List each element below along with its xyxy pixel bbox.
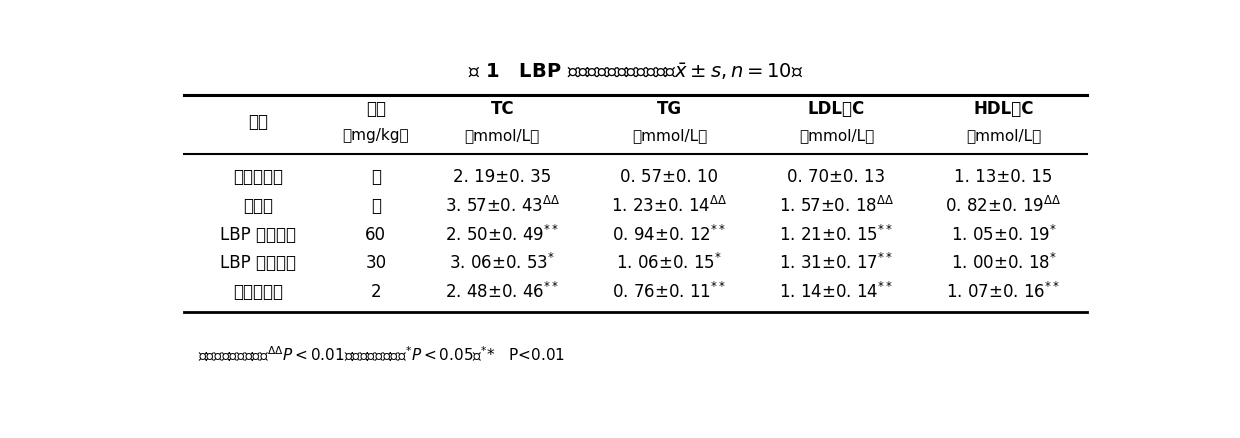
Text: －: － xyxy=(371,197,381,215)
Text: TC: TC xyxy=(491,100,515,118)
Text: 1. 14±0. 14$^{**}$: 1. 14±0. 14$^{**}$ xyxy=(780,282,894,302)
Text: 30: 30 xyxy=(366,254,387,272)
Text: 1. 13±0. 15: 1. 13±0. 15 xyxy=(955,168,1053,186)
Text: HDL－C: HDL－C xyxy=(973,100,1034,118)
Text: 注：与空白组比较：$^{\Delta\Delta}P<0.01$；与模型组比较：$^{*}P<0.05$，$^{*}$*   P<0.01: 注：与空白组比较：$^{\Delta\Delta}P<0.01$；与模型组比较：… xyxy=(198,345,565,364)
Text: 2. 50±0. 49$^{**}$: 2. 50±0. 49$^{**}$ xyxy=(445,225,559,245)
Text: （mmol/L）: （mmol/L） xyxy=(631,128,707,143)
Text: 2: 2 xyxy=(371,283,381,301)
Text: 3. 57±0. 43$^{\Delta\Delta}$: 3. 57±0. 43$^{\Delta\Delta}$ xyxy=(445,196,560,216)
Text: 表 1   LBP 对大鼠血脂水平的影响（$\bar{x}\pm s,n=10$）: 表 1 LBP 对大鼠血脂水平的影响（$\bar{x}\pm s,n=10$） xyxy=(467,60,804,81)
Text: 0. 70±0. 13: 0. 70±0. 13 xyxy=(787,168,885,186)
Text: 阳性对照组: 阳性对照组 xyxy=(233,283,284,301)
Text: 2. 48±0. 46$^{**}$: 2. 48±0. 46$^{**}$ xyxy=(445,282,559,302)
Text: LBP 低剂量组: LBP 低剂量组 xyxy=(221,254,296,272)
Text: 1. 00±0. 18$^{*}$: 1. 00±0. 18$^{*}$ xyxy=(951,253,1056,273)
Text: 剂量: 剂量 xyxy=(366,100,386,118)
Text: 模型组: 模型组 xyxy=(243,197,273,215)
Text: 0. 82±0. 19$^{\Delta\Delta}$: 0. 82±0. 19$^{\Delta\Delta}$ xyxy=(945,196,1061,216)
Text: 1. 31±0. 17$^{**}$: 1. 31±0. 17$^{**}$ xyxy=(780,253,894,273)
Text: 0. 76±0. 11$^{**}$: 0. 76±0. 11$^{**}$ xyxy=(613,282,727,302)
Text: 1. 21±0. 15$^{**}$: 1. 21±0. 15$^{**}$ xyxy=(780,225,894,245)
Text: LBP 高剂量组: LBP 高剂量组 xyxy=(221,226,296,244)
Text: 空白对照组: 空白对照组 xyxy=(233,168,284,186)
Text: （mmol/L）: （mmol/L） xyxy=(966,128,1042,143)
Text: 0. 94±0. 12$^{**}$: 0. 94±0. 12$^{**}$ xyxy=(613,225,727,245)
Text: （mg/kg）: （mg/kg） xyxy=(342,128,409,143)
Text: 1. 05±0. 19$^{*}$: 1. 05±0. 19$^{*}$ xyxy=(951,225,1056,245)
Text: 0. 57±0. 10: 0. 57±0. 10 xyxy=(620,168,718,186)
Text: 1. 07±0. 16$^{**}$: 1. 07±0. 16$^{**}$ xyxy=(946,282,1060,302)
Text: 组别: 组别 xyxy=(248,113,268,131)
Text: 60: 60 xyxy=(366,226,387,244)
Text: （mmol/L）: （mmol/L） xyxy=(465,128,539,143)
Text: 2. 19±0. 35: 2. 19±0. 35 xyxy=(453,168,552,186)
Text: （mmol/L）: （mmol/L） xyxy=(799,128,874,143)
Text: LDL－C: LDL－C xyxy=(808,100,866,118)
Text: 1. 23±0. 14$^{\Delta\Delta}$: 1. 23±0. 14$^{\Delta\Delta}$ xyxy=(611,196,728,216)
Text: 1. 06±0. 15$^{*}$: 1. 06±0. 15$^{*}$ xyxy=(616,253,723,273)
Text: －: － xyxy=(371,168,381,186)
Text: TG: TG xyxy=(657,100,682,118)
Text: 1. 57±0. 18$^{\Delta\Delta}$: 1. 57±0. 18$^{\Delta\Delta}$ xyxy=(779,196,894,216)
Text: 3. 06±0. 53$^{*}$: 3. 06±0. 53$^{*}$ xyxy=(449,253,556,273)
